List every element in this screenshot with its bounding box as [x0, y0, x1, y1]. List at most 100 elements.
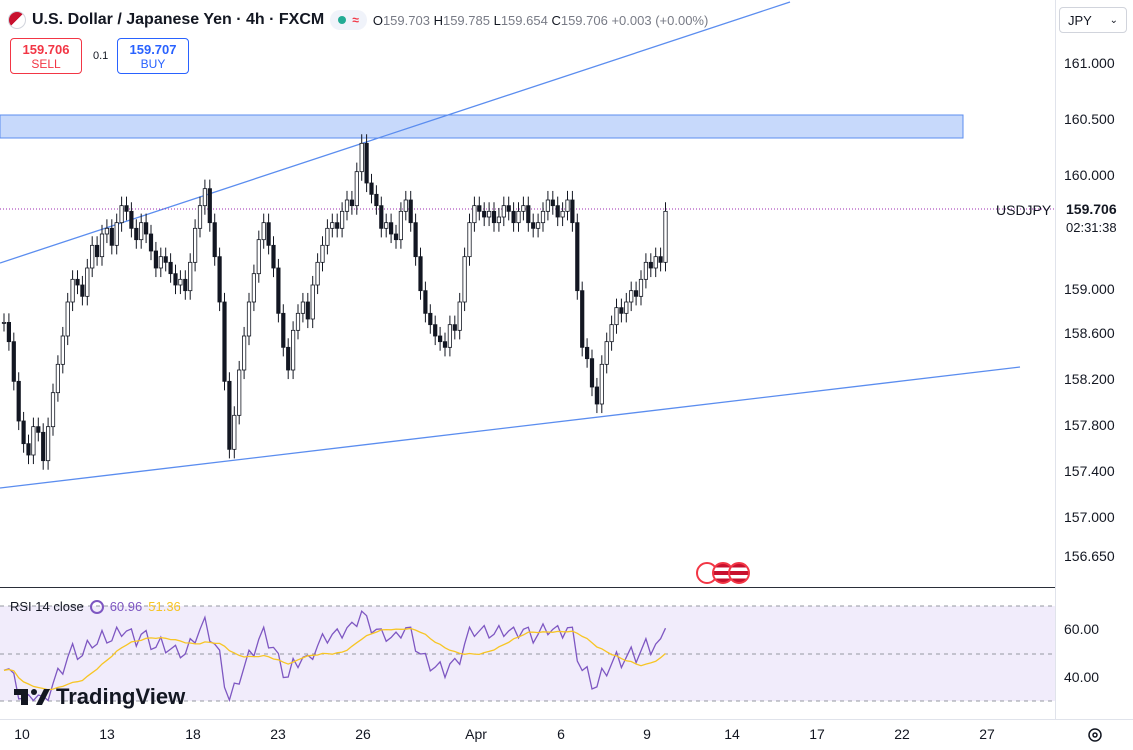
- candle[interactable]: [192, 227, 198, 263]
- candle[interactable]: [442, 341, 448, 348]
- candle[interactable]: [589, 358, 595, 388]
- candle[interactable]: [624, 301, 629, 314]
- candle[interactable]: [418, 256, 423, 292]
- candle[interactable]: [276, 267, 281, 314]
- candle[interactable]: [256, 239, 261, 275]
- candle[interactable]: [237, 369, 242, 416]
- candle[interactable]: [570, 199, 575, 224]
- candle[interactable]: [11, 341, 16, 382]
- candle[interactable]: [506, 205, 511, 212]
- candle[interactable]: [41, 431, 46, 462]
- candle[interactable]: [21, 420, 26, 445]
- candle[interactable]: [241, 335, 247, 371]
- candle[interactable]: [349, 199, 355, 207]
- candle[interactable]: [55, 363, 61, 394]
- buy-button[interactable]: 159.707 BUY: [117, 38, 189, 74]
- candle[interactable]: [85, 267, 90, 297]
- candle[interactable]: [232, 414, 237, 450]
- candle[interactable]: [536, 222, 541, 229]
- candle[interactable]: [388, 222, 394, 235]
- candle[interactable]: [246, 301, 252, 337]
- candle[interactable]: [452, 324, 457, 331]
- candle[interactable]: [511, 210, 516, 224]
- candle[interactable]: [129, 210, 134, 229]
- candle[interactable]: [638, 278, 644, 297]
- candle[interactable]: [437, 335, 443, 343]
- candle[interactable]: [1, 321, 7, 324]
- candle[interactable]: [526, 205, 531, 224]
- candle[interactable]: [158, 256, 163, 269]
- candle[interactable]: [619, 307, 624, 314]
- candle[interactable]: [344, 199, 350, 212]
- candle[interactable]: [217, 256, 222, 303]
- candle[interactable]: [178, 278, 183, 286]
- candle[interactable]: [188, 261, 193, 292]
- us-event-flag-icon[interactable]: [728, 562, 750, 584]
- candle[interactable]: [271, 244, 276, 269]
- candle[interactable]: [212, 222, 217, 258]
- candle[interactable]: [90, 244, 95, 269]
- candle[interactable]: [398, 210, 404, 241]
- candle[interactable]: [46, 426, 51, 462]
- candle[interactable]: [207, 188, 212, 224]
- candle[interactable]: [119, 205, 124, 224]
- candle[interactable]: [320, 244, 325, 263]
- price-chart[interactable]: [0, 0, 1055, 587]
- candle[interactable]: [384, 222, 389, 229]
- candle[interactable]: [477, 205, 482, 212]
- candle[interactable]: [403, 199, 408, 212]
- economic-events[interactable]: [696, 562, 750, 584]
- candle[interactable]: [482, 210, 487, 218]
- candle[interactable]: [153, 250, 158, 269]
- candle[interactable]: [183, 278, 188, 292]
- rsi-pane[interactable]: [0, 588, 1055, 718]
- candle[interactable]: [594, 386, 600, 405]
- candle[interactable]: [408, 199, 413, 224]
- candle[interactable]: [124, 205, 129, 212]
- candle[interactable]: [457, 301, 462, 331]
- candle[interactable]: [286, 346, 291, 371]
- candle[interactable]: [80, 284, 85, 297]
- candle[interactable]: [364, 142, 369, 184]
- candle[interactable]: [663, 210, 668, 263]
- candle[interactable]: [330, 222, 335, 229]
- candle[interactable]: [266, 222, 271, 246]
- candle[interactable]: [560, 210, 565, 218]
- candle[interactable]: [109, 227, 114, 246]
- candles-svg[interactable]: [0, 0, 1055, 587]
- candle[interactable]: [290, 329, 296, 371]
- candle[interactable]: [148, 233, 154, 252]
- candle[interactable]: [114, 222, 119, 246]
- candle[interactable]: [599, 363, 604, 405]
- candle[interactable]: [486, 210, 492, 218]
- candle[interactable]: [75, 278, 80, 286]
- candle[interactable]: [60, 335, 65, 365]
- candle[interactable]: [143, 222, 149, 235]
- candle[interactable]: [472, 205, 477, 224]
- candle[interactable]: [550, 199, 555, 207]
- candle[interactable]: [104, 227, 109, 235]
- candle[interactable]: [516, 210, 521, 224]
- candle[interactable]: [423, 290, 428, 314]
- rsi-label[interactable]: RSI 14 close: [10, 599, 84, 614]
- candle[interactable]: [36, 426, 41, 433]
- candle[interactable]: [50, 392, 56, 428]
- candle[interactable]: [565, 199, 570, 212]
- candle[interactable]: [413, 222, 418, 258]
- candle[interactable]: [629, 290, 634, 303]
- candle[interactable]: [315, 261, 320, 286]
- candle[interactable]: [139, 222, 144, 241]
- candle[interactable]: [168, 261, 173, 275]
- candle[interactable]: [555, 205, 560, 218]
- time-axis[interactable]: [0, 719, 1133, 750]
- candle[interactable]: [467, 222, 472, 258]
- candle[interactable]: [202, 188, 207, 207]
- candle[interactable]: [658, 256, 663, 263]
- candle[interactable]: [300, 301, 306, 314]
- candle[interactable]: [614, 307, 619, 326]
- candle[interactable]: [70, 278, 75, 303]
- candle[interactable]: [134, 227, 139, 241]
- currency-select[interactable]: JPY ⌄: [1059, 7, 1127, 33]
- symbol-title[interactable]: U.S. Dollar / Japanese Yen · 4h · FXCM: [32, 11, 325, 28]
- candle[interactable]: [634, 290, 639, 297]
